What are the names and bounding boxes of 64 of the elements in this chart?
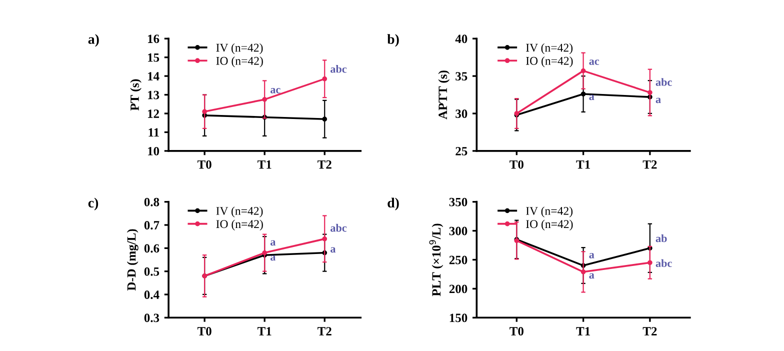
- chart-title: b): [387, 34, 399, 47]
- y-tick-label: 15: [148, 53, 160, 62]
- legend-label: IV (n=42): [216, 43, 263, 54]
- annotation: a: [270, 240, 276, 246]
- chart-title: c): [88, 198, 98, 210]
- chart-title: d): [388, 198, 399, 210]
- x-tick-label: T0: [510, 327, 524, 336]
- y-tick-label: 250: [449, 256, 468, 264]
- annotation: a: [589, 94, 594, 100]
- y-tick-label: 12: [148, 110, 159, 118]
- y-axis-title: D-D (mg/L): [126, 229, 138, 291]
- y-tick-label: 10: [148, 146, 160, 156]
- y-tick-label: 0.6: [144, 244, 160, 253]
- y-tick-label: 0.4: [144, 290, 160, 300]
- y-tick-label: 0.7: [144, 221, 160, 230]
- y-tick-label: 40: [455, 34, 468, 44]
- x-tick-label: T1: [576, 160, 590, 169]
- y-tick-label: 16: [148, 34, 160, 44]
- y-tick-label: 35: [456, 72, 468, 81]
- y-tick-label: 25: [456, 146, 468, 156]
- x-tick-label: T2: [318, 327, 332, 336]
- x-tick-label: T0: [197, 327, 212, 336]
- x-tick-label: T0: [510, 160, 524, 169]
- y-tick-label: 0.3: [144, 314, 160, 322]
- annotation: ab: [656, 234, 667, 242]
- y-tick-label: 13: [148, 90, 160, 100]
- annotation: a: [589, 253, 594, 258]
- legend-label: IV (n=42): [216, 206, 263, 218]
- annotation: ac: [589, 60, 600, 65]
- legend-label: IO (n=42): [216, 56, 263, 68]
- x-tick-label: T2: [318, 160, 332, 169]
- y-tick-label: 0.8: [144, 198, 160, 206]
- y-tick-label: 150: [450, 314, 468, 322]
- x-tick-label: T2: [642, 160, 657, 169]
- x-tick-label: T1: [258, 327, 272, 336]
- legend-label: IO (n=42): [216, 220, 263, 230]
- legend-label: IV (n=42): [526, 43, 573, 54]
- y-tick-label: 14: [148, 72, 160, 80]
- chart-title: a): [88, 34, 99, 47]
- legend-label: IO (n=42): [526, 56, 573, 68]
- y-tick-label: 30: [456, 110, 468, 118]
- y-axis-title: PT (s): [130, 79, 142, 111]
- y-tick-label: 350: [449, 198, 468, 206]
- x-tick-label: T1: [258, 160, 272, 169]
- annotation: abc: [656, 78, 672, 86]
- annotation: ac: [270, 88, 280, 94]
- annotation: abc: [330, 224, 347, 232]
- legend-label: IV (n=42): [526, 206, 573, 218]
- y-tick-label: 11: [148, 128, 159, 137]
- annotation: a: [656, 98, 661, 104]
- x-tick-label: T0: [197, 160, 212, 169]
- y-tick-label: 300: [449, 226, 468, 236]
- y-tick-label: 0.5: [144, 267, 160, 276]
- annotation: a: [270, 255, 276, 261]
- annotation: abc: [656, 259, 672, 268]
- legend-label: IO (n=42): [526, 220, 573, 230]
- annotation: abc: [330, 64, 347, 73]
- annotation: a: [330, 247, 336, 253]
- y-tick-label: 200: [449, 284, 468, 294]
- x-tick-label: T1: [576, 327, 590, 336]
- x-tick-label: T2: [642, 327, 657, 336]
- annotation: a: [589, 273, 594, 279]
- y-axis-title: PLT (×10$^{9}$/L): [429, 224, 444, 296]
- y-axis-title: APTT (s): [438, 70, 450, 120]
